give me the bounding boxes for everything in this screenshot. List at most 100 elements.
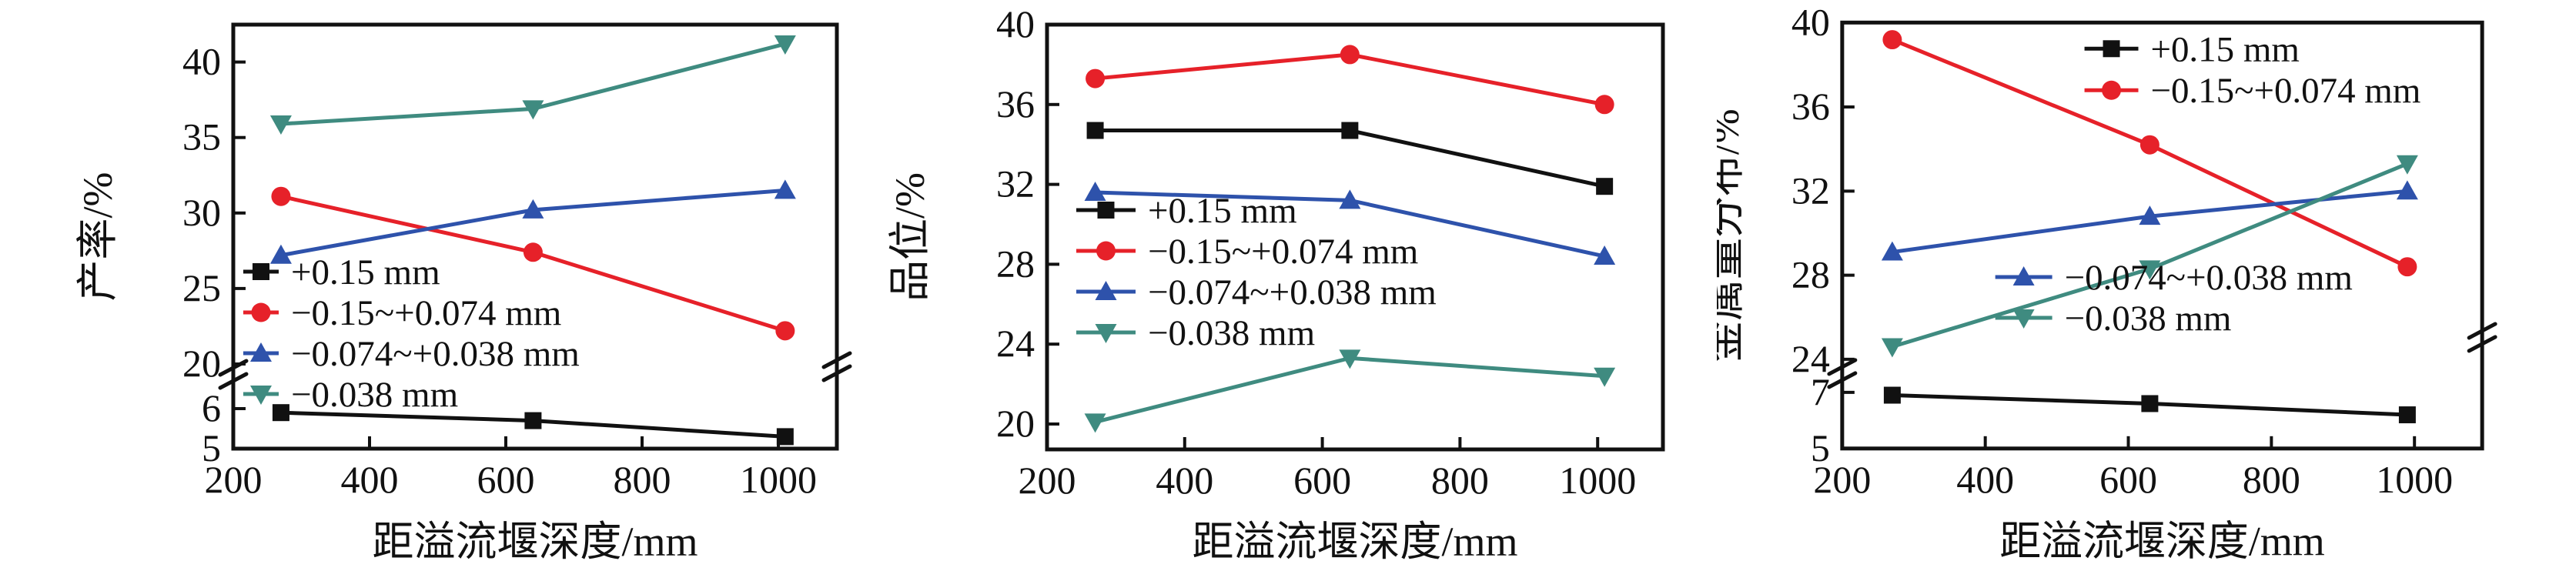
triangle-down-marker	[2396, 155, 2418, 175]
square-marker	[2103, 40, 2120, 58]
legend-label: −0.15~+0.074 mm	[1148, 232, 1418, 272]
plot-border	[1840, 20, 2484, 451]
triangle-up-marker	[2012, 266, 2035, 286]
circle-marker	[1096, 241, 1116, 261]
circle-marker	[1086, 68, 1106, 88]
y-tick-label: 5	[1811, 426, 1830, 469]
y-tick-label: 5	[202, 426, 221, 469]
square-marker	[2141, 395, 2159, 412]
plot-border	[1045, 22, 1665, 452]
y-tick-label: 6	[202, 386, 221, 429]
circle-marker	[251, 302, 271, 322]
x-tick-label: 200	[205, 458, 263, 501]
circle-marker	[523, 242, 543, 262]
x-tick-label: 800	[2243, 458, 2300, 501]
triangle-up-marker	[1095, 281, 1117, 300]
y-axis-label: 产率/%	[75, 172, 121, 302]
y-tick-label: 36	[996, 82, 1035, 125]
square-marker	[2398, 406, 2416, 424]
legend-label: +0.15 mm	[2150, 29, 2299, 69]
circle-marker	[2102, 80, 2122, 100]
legend-label: +0.15 mm	[291, 252, 440, 292]
circle-marker	[2397, 257, 2417, 277]
y-tick-label: 30	[182, 191, 221, 234]
legend-label: −0.15~+0.074 mm	[2150, 71, 2420, 111]
triangle-up-marker	[1339, 189, 1361, 209]
y-tick-label: 40	[996, 2, 1035, 45]
chart-panel-yield: 200 400 600 800 1000 40 35 30 25 20 6 5 +0.15 mm −0.1…	[0, 0, 858, 581]
circle-marker	[271, 186, 291, 206]
y-tick-label: 32	[996, 162, 1035, 205]
triangle-up-marker	[1594, 245, 1616, 265]
circle-marker	[2139, 135, 2159, 155]
x-tick-label: 800	[1431, 459, 1489, 502]
metal-distribution-chart: 200 400 600 800 1000 40 36 32 28 247 5 +0.15 mm−0.1…	[1717, 1, 2497, 565]
axis-break-icon	[821, 364, 852, 382]
legend-label: −0.074~+0.038 mm	[2065, 258, 2353, 298]
y-tick-label: 25	[182, 266, 221, 309]
x-tick-label: 400	[1956, 458, 2014, 501]
axis-break-icon	[2467, 322, 2497, 340]
circle-marker	[1594, 95, 1614, 115]
x-tick-label: 600	[477, 458, 535, 501]
axis-break-icon	[821, 351, 852, 369]
axis-break-icon	[218, 372, 249, 390]
x-tick-label: 1000	[2376, 458, 2453, 501]
triangle-up-marker	[522, 199, 544, 219]
triangle-down-marker	[1881, 338, 1903, 358]
axis-break-icon	[1827, 371, 1858, 389]
square-marker	[1086, 122, 1104, 139]
y-tick-label: 24	[1791, 337, 1830, 380]
x-tick-label: 200	[1813, 458, 1871, 501]
legend-label: −0.074~+0.038 mm	[1148, 272, 1437, 312]
triangle-down-marker	[250, 386, 272, 405]
y-axis-label: 品位/%	[887, 172, 933, 302]
square-marker	[776, 428, 794, 446]
x-tick-label: 400	[341, 458, 399, 501]
triangle-down-marker	[2139, 260, 2161, 280]
chart-panel-grade: 200 400 600 800 1000 40 36 32 28 24 20 +0.15 mm −0.1…	[858, 0, 1717, 581]
x-tick-label: 400	[1156, 459, 1213, 502]
y-tick-label: 40	[1791, 1, 1830, 44]
x-axis-label: 距溢流堰深度/mm	[1999, 519, 2325, 565]
triangle-up-marker	[2396, 180, 2418, 200]
square-marker	[253, 263, 269, 280]
legend-label: −0.038 mm	[2065, 299, 2232, 339]
chart-panel-metal-distribution: 200 400 600 800 1000 40 36 32 28 24 7 5 +0.15 mm −0.1…	[1717, 0, 2575, 581]
x-tick-label: 600	[2099, 458, 2157, 501]
square-marker	[1341, 122, 1359, 139]
triangle-up-marker	[269, 244, 292, 264]
triangle-down-marker	[1084, 413, 1106, 433]
triangle-up-marker	[1084, 181, 1106, 201]
grade-chart: 200 400 600 800 1000 40 36 32 28 24 20 +0.15 mm−0.1…	[887, 2, 1665, 565]
y-tick-label: 28	[996, 242, 1035, 285]
circle-marker	[775, 321, 795, 341]
square-marker	[1097, 202, 1115, 219]
x-tick-label: 1000	[740, 458, 817, 501]
y-tick-label: 7	[1811, 370, 1830, 413]
axis-break-icon	[1827, 358, 1858, 376]
legend-label: −0.038 mm	[291, 375, 458, 415]
axis-break-icon	[218, 359, 249, 377]
y-tick-label: 24	[996, 322, 1035, 365]
y-tick-label: 40	[182, 40, 221, 83]
triangle-down-marker	[269, 115, 292, 135]
legend-label: −0.074~+0.038 mm	[291, 334, 580, 374]
y-axis-label: 金属量分布/%	[1717, 109, 1748, 362]
triangle-down-marker	[522, 100, 544, 120]
y-tick-label: 32	[1791, 169, 1830, 212]
y-tick-label: 35	[182, 115, 221, 159]
y-tick-label: 20	[996, 402, 1035, 445]
triangle-up-marker	[1881, 241, 1903, 261]
x-tick-label: 1000	[1559, 459, 1636, 502]
x-axis-label: 距溢流堰深度/mm	[372, 519, 698, 565]
plot-border	[231, 22, 839, 451]
triangle-down-marker	[1095, 324, 1117, 343]
legend-label: −0.15~+0.074 mm	[291, 293, 561, 333]
axis-break-icon	[2467, 335, 2497, 353]
square-marker	[1883, 386, 1901, 404]
circle-marker	[1340, 45, 1360, 65]
triangle-up-marker	[250, 342, 272, 362]
legend-label: +0.15 mm	[1148, 191, 1297, 231]
triangle-down-marker	[1339, 349, 1361, 369]
